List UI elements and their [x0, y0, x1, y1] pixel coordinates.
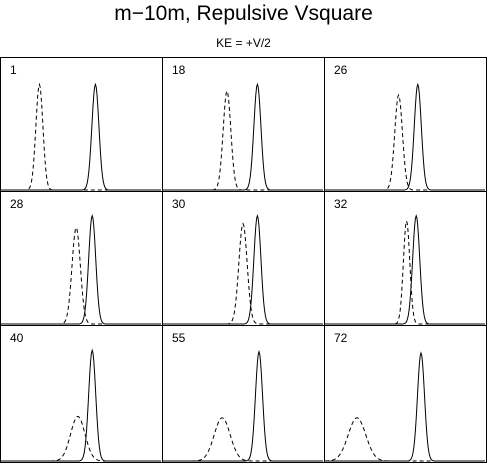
series-solid-curve: [1, 348, 161, 462]
series-solid-curve: [1, 213, 161, 325]
panel-28: 28: [0, 191, 163, 326]
series-dashed-curve: [325, 93, 485, 191]
panel-border: [324, 325, 487, 463]
chart-subtitle: KE = +V/2: [216, 36, 271, 50]
panel-label: 26: [334, 63, 348, 77]
panel-32: 32: [324, 191, 487, 326]
series-dashed-curve: [163, 222, 323, 325]
series-dashed-curve: [325, 220, 485, 325]
series-dashed-curve: [163, 417, 323, 462]
panel-border: [0, 57, 163, 192]
series-solid-curve: [163, 349, 323, 462]
series-solid-curve: [325, 82, 485, 191]
series-solid-curve: [163, 213, 323, 325]
panel-label: 1: [10, 63, 17, 77]
panel-border: [162, 191, 325, 326]
series-solid-curve: [1, 82, 161, 191]
series-solid-curve: [163, 82, 323, 191]
panel-border: [162, 325, 325, 463]
series-dashed-curve: [324, 417, 485, 462]
series-dashed-curve: [163, 89, 323, 191]
panel-border: [162, 57, 325, 192]
series-dashed-curve: [1, 226, 161, 325]
panel-55: 55: [162, 325, 325, 463]
panel-26: 26: [324, 57, 487, 192]
panel-label: 28: [10, 197, 24, 211]
panel-label: 30: [172, 197, 186, 211]
series-solid-curve: [325, 213, 485, 325]
panel-label: 55: [172, 331, 186, 345]
panel-border: [324, 191, 487, 326]
series-dashed-curve: [1, 415, 161, 462]
panel-72: 72: [324, 325, 487, 463]
panel-40: 40: [0, 325, 163, 463]
panel-label: 40: [10, 331, 24, 345]
chart-title: m−10m, Repulsive Vsquare: [114, 2, 373, 25]
series-solid-curve: [325, 351, 485, 462]
series-dashed-curve: [1, 82, 161, 191]
panel-border: [0, 325, 163, 463]
panel-label: 18: [172, 63, 186, 77]
panel-30: 30: [162, 191, 325, 326]
panel-1: 1: [0, 57, 163, 192]
panel-label: 32: [334, 197, 348, 211]
panel-label: 72: [334, 331, 348, 345]
panel-18: 18: [162, 57, 325, 192]
panel-border: [0, 191, 163, 326]
